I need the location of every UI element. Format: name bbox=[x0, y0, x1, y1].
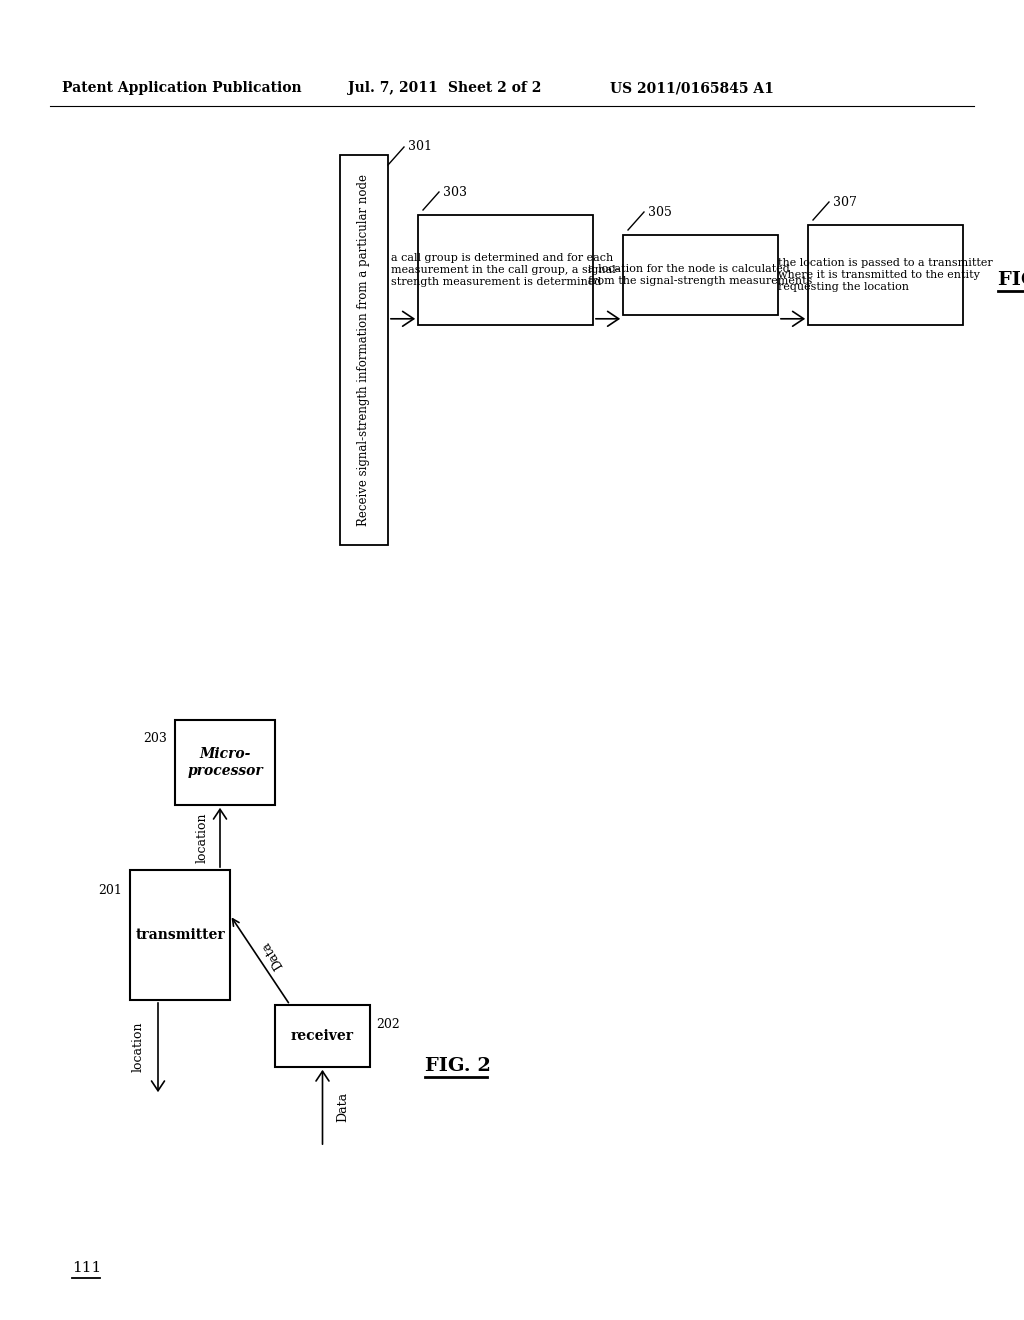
Text: the location is passed to a transmitter
where it is transmitted to the entity
re: the location is passed to a transmitter … bbox=[778, 259, 993, 292]
Text: Micro-
processor: Micro- processor bbox=[187, 747, 263, 777]
Text: FIG. 2: FIG. 2 bbox=[425, 1057, 490, 1074]
Text: location: location bbox=[196, 812, 209, 863]
Text: 201: 201 bbox=[98, 883, 122, 896]
Text: 307: 307 bbox=[833, 195, 857, 209]
Bar bbox=[130, 870, 230, 1001]
Bar bbox=[623, 235, 778, 315]
Text: Receive signal-strength information from a particular node: Receive signal-strength information from… bbox=[357, 174, 371, 525]
Text: 303: 303 bbox=[443, 186, 467, 198]
Bar bbox=[340, 154, 388, 545]
Bar bbox=[808, 224, 963, 325]
Text: transmitter: transmitter bbox=[135, 928, 225, 942]
Text: 305: 305 bbox=[648, 206, 672, 219]
Text: location: location bbox=[131, 1022, 144, 1072]
Text: 203: 203 bbox=[143, 731, 167, 744]
Text: a call group is determined and for each
measurement in the call group, a signal-: a call group is determined and for each … bbox=[391, 253, 620, 286]
Text: Data: Data bbox=[336, 1092, 349, 1122]
Text: Data: Data bbox=[259, 939, 286, 972]
Text: Sheet 2 of 2: Sheet 2 of 2 bbox=[449, 81, 542, 95]
Text: FIG. 3: FIG. 3 bbox=[998, 271, 1024, 289]
Text: 111: 111 bbox=[72, 1261, 101, 1275]
Text: Patent Application Publication: Patent Application Publication bbox=[62, 81, 302, 95]
Text: Jul. 7, 2011: Jul. 7, 2011 bbox=[348, 81, 437, 95]
Bar bbox=[418, 215, 593, 325]
Text: receiver: receiver bbox=[291, 1030, 354, 1043]
Text: 301: 301 bbox=[408, 140, 432, 153]
Text: a location for the node is calculated
from the signal-strength measurements: a location for the node is calculated fr… bbox=[589, 264, 813, 286]
Bar bbox=[275, 1005, 370, 1067]
Bar bbox=[175, 719, 275, 805]
Text: 202: 202 bbox=[376, 1019, 399, 1031]
Text: US 2011/0165845 A1: US 2011/0165845 A1 bbox=[610, 81, 774, 95]
